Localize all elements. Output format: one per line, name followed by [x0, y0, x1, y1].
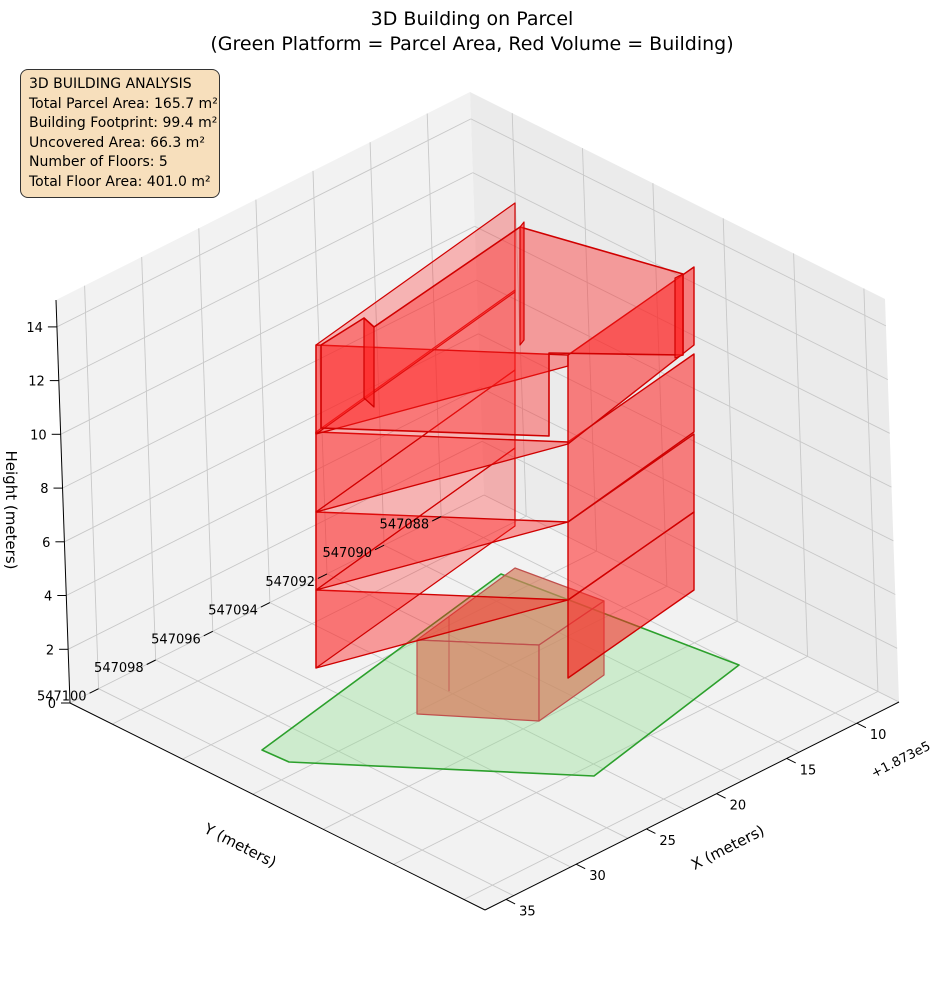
- axis-lines: [55, 299, 900, 911]
- grid-line-y-wall: [141, 256, 157, 661]
- y-axis-line: [69, 702, 486, 911]
- y-tick-label: 547092: [265, 575, 315, 590]
- y-tick: [260, 602, 271, 608]
- x-axis-label: X (meters): [688, 821, 767, 873]
- x-tick-label: 15: [800, 763, 817, 778]
- grid-line-x-floor: [322, 620, 738, 830]
- y-tick-label: 547100: [37, 690, 87, 705]
- x-axis-line: [484, 701, 900, 911]
- info-building-footprint: Building Footprint: 99.4 m²: [29, 115, 218, 131]
- x-tick-label: 10: [870, 728, 887, 743]
- grid-line-z-left: [69, 494, 485, 704]
- x-tick: [505, 898, 516, 905]
- floor-1-front-face: [416, 639, 540, 722]
- chart-subtitle: (Green Platform = Parcel Area, Red Volum…: [210, 33, 734, 55]
- z-tick-label: 10: [30, 428, 47, 443]
- chart-title: 3D Building on Parcel: [370, 8, 574, 30]
- back-left-pane: [56, 92, 484, 703]
- y-tick-label: 547096: [151, 632, 201, 647]
- floor-3-right-wall: [567, 433, 695, 601]
- x-tick-label: 20: [730, 799, 747, 814]
- z-tick-label: 6: [42, 536, 50, 551]
- y-tick: [431, 516, 442, 522]
- grid-line-y-wall: [426, 113, 442, 517]
- grid-line-y-wall: [84, 285, 100, 689]
- y-tick: [146, 659, 156, 665]
- y-tick-label: 547090: [322, 546, 372, 561]
- z-tick-label: 8: [40, 482, 48, 497]
- grid-line-y-wall: [369, 142, 385, 546]
- grid-line-x-floor: [393, 655, 808, 865]
- building-notch: [363, 317, 375, 408]
- x-tick: [716, 793, 726, 799]
- grid-line-y-floor: [155, 659, 571, 868]
- grid-line-y-wall: [255, 199, 271, 603]
- x-tick-label: 25: [659, 834, 676, 849]
- z-tick-label: 0: [48, 697, 56, 712]
- grid-line-z-left: [62, 279, 477, 489]
- building-roof-spike: [519, 221, 525, 346]
- y-axis-label: Y (meters): [200, 819, 279, 871]
- info-heading: 3D BUILDING ANALYSIS: [29, 76, 192, 92]
- x-tick: [575, 863, 586, 870]
- y-tick: [374, 544, 385, 551]
- grid-line-x-floor: [463, 691, 879, 900]
- floor-5-right-wall: [567, 266, 695, 445]
- x-tick-label: 30: [589, 869, 606, 884]
- chart-marks: [261, 202, 740, 777]
- analysis-info-box: 3D BUILDING ANALYSIS Total Parcel Area: …: [20, 69, 220, 198]
- x-axis-offset-label: +1.873e5: [869, 739, 933, 782]
- x-tick: [786, 757, 796, 764]
- x-tick: [646, 828, 656, 834]
- building-roof-edge: [674, 273, 684, 359]
- info-uncovered-area: Uncovered Area: 66.3 m²: [29, 134, 205, 151]
- tick-labels: 547088 547090 547092 547094 547096 547098 5471…: [26, 321, 886, 920]
- grid-line-z-right: [483, 494, 900, 703]
- grid-line-y-wall: [198, 228, 214, 632]
- z-tick-label: 2: [46, 643, 54, 658]
- grid-lines: [56, 113, 900, 900]
- z-tick-label: 14: [26, 321, 43, 336]
- info-total-parcel-area: Total Parcel Area: 165.7 m²: [29, 95, 218, 112]
- z-tick-label: 4: [44, 590, 52, 605]
- grid-line-z-left: [60, 225, 475, 435]
- floor-4-right-wall: [567, 353, 695, 523]
- grid-line-z-left: [67, 440, 483, 650]
- grid-line-z-left: [64, 333, 479, 543]
- y-tick-label: 547098: [94, 661, 144, 676]
- grid-line-x-wall: [793, 253, 809, 657]
- y-tick: [89, 688, 99, 694]
- y-tick: [317, 573, 328, 579]
- x-tick: [856, 722, 867, 729]
- grid-line-x-floor: [111, 515, 527, 725]
- y-tick-label: 547088: [380, 518, 430, 533]
- z-axis-label: Height (meters): [2, 451, 20, 570]
- info-total-floor-area: Total Floor Area: 401.0 m²: [29, 173, 211, 190]
- floor-4-back-wall: [315, 289, 516, 513]
- y-tick-label: 547094: [208, 604, 258, 619]
- grid-line-x-wall: [722, 218, 738, 622]
- grid-line-y-floor: [212, 630, 629, 839]
- z-axis-line: [55, 299, 71, 704]
- grid-line-x-wall: [511, 113, 527, 517]
- grid-line-z-right: [470, 118, 887, 327]
- z-tick-label: 12: [28, 375, 45, 390]
- grid-line-z-left: [66, 387, 481, 596]
- grid-line-x-wall: [863, 288, 879, 692]
- grid-line-z-left: [58, 172, 474, 382]
- info-number-of-floors: Number of Floors: 5: [29, 154, 168, 170]
- x-tick-label: 35: [519, 904, 536, 919]
- y-tick: [203, 630, 214, 637]
- grid-line-y-floor: [98, 688, 514, 897]
- grid-line-z-left: [56, 118, 472, 328]
- grid-line-y-wall: [312, 170, 328, 574]
